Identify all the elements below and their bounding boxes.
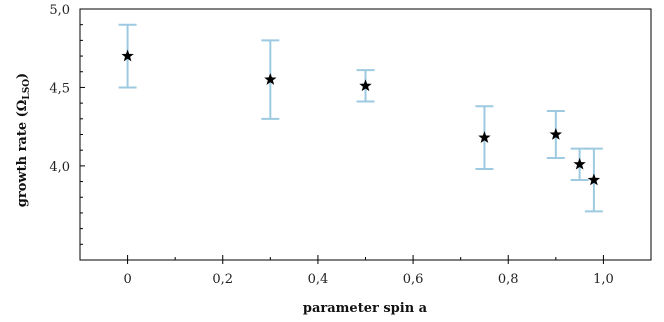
data-markers (121, 49, 601, 186)
x-axis-label: parameter spin a (303, 301, 428, 316)
plot-border (79, 8, 652, 261)
y-axis-label: growth rate (ΩLSO) (15, 73, 32, 207)
y-axis-label-close: ) (15, 73, 30, 79)
y-axis: 4,0 4,5 5,0 (49, 3, 85, 261)
x-tick-label: 0,8 (498, 272, 519, 287)
x-tick-label: 1,0 (593, 272, 614, 287)
plot-frame (79, 8, 652, 261)
y-axis-label-sub: LSO (22, 79, 32, 100)
x-tick-label: 0 (123, 272, 131, 287)
star-marker (549, 128, 563, 140)
star-marker (478, 131, 491, 143)
x-tick-label: 0,6 (403, 272, 424, 287)
star-marker (121, 49, 134, 62)
star-marker (573, 157, 586, 170)
y-tick-label: 5,0 (49, 3, 70, 18)
star-marker (587, 173, 601, 186)
x-tick-label: 0,4 (308, 272, 329, 287)
y-tick-label: 4,0 (49, 160, 70, 175)
y-axis-label-main: growth rate (Ω (15, 100, 30, 208)
x-axis: 0 0,2 0,4 0,6 0,8 1,0 (79, 255, 652, 287)
star-marker (264, 73, 277, 85)
y-tick-label: 4,5 (49, 81, 70, 96)
error-bars (118, 23, 603, 213)
x-tick-label: 0,2 (212, 272, 233, 287)
star-marker (359, 79, 372, 92)
